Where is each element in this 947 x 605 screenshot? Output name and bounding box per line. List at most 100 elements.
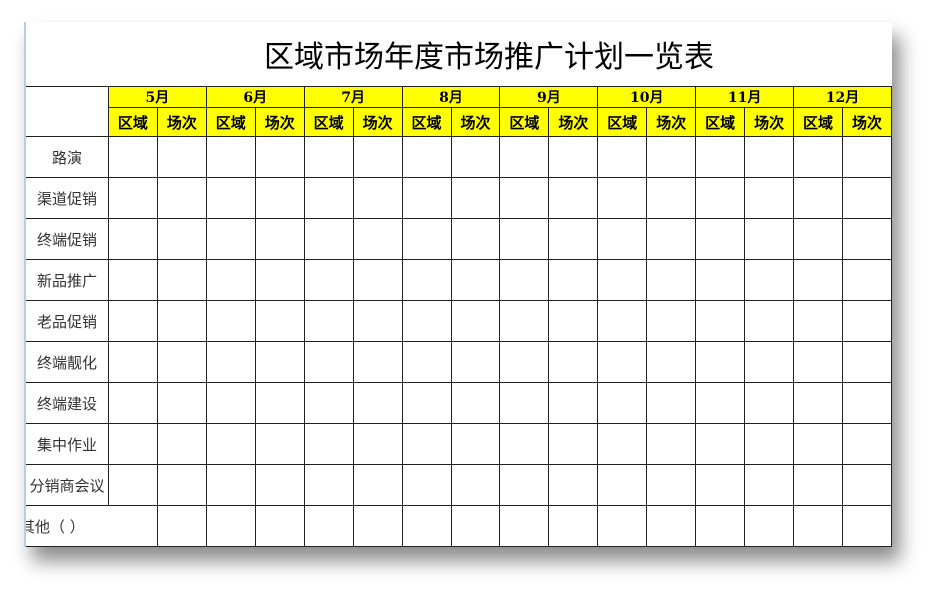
data-cell[interactable]: [842, 177, 892, 219]
data-cell[interactable]: [352, 218, 403, 260]
data-cell[interactable]: [744, 259, 795, 301]
data-cell[interactable]: [842, 136, 892, 178]
data-cell[interactable]: [254, 505, 305, 547]
data-cell[interactable]: [548, 423, 599, 465]
data-cell[interactable]: [156, 136, 207, 178]
data-cell[interactable]: [597, 300, 648, 342]
data-cell[interactable]: [646, 177, 697, 219]
sub-header-count[interactable]: 场次: [744, 107, 795, 137]
data-cell[interactable]: [205, 136, 256, 178]
data-cell[interactable]: [107, 259, 158, 301]
data-cell[interactable]: [499, 300, 550, 342]
sub-header-region[interactable]: 区域: [107, 107, 158, 137]
data-cell[interactable]: [842, 423, 892, 465]
data-cell[interactable]: [401, 177, 452, 219]
data-cell[interactable]: [254, 259, 305, 301]
data-cell[interactable]: [107, 177, 158, 219]
data-cell[interactable]: [107, 464, 158, 506]
data-cell[interactable]: [352, 341, 403, 383]
data-cell[interactable]: [744, 136, 795, 178]
data-cell[interactable]: [597, 177, 648, 219]
data-cell[interactable]: [254, 341, 305, 383]
data-cell[interactable]: [107, 218, 158, 260]
data-cell[interactable]: [205, 177, 256, 219]
data-cell[interactable]: [744, 423, 795, 465]
data-cell[interactable]: [401, 300, 452, 342]
data-cell[interactable]: [156, 382, 207, 424]
data-cell[interactable]: [450, 300, 501, 342]
row-label[interactable]: 老品促销: [26, 300, 109, 342]
data-cell[interactable]: [548, 464, 599, 506]
data-cell[interactable]: [499, 423, 550, 465]
data-cell[interactable]: [548, 136, 599, 178]
data-cell[interactable]: [499, 136, 550, 178]
data-cell[interactable]: [254, 218, 305, 260]
month-header[interactable]: 11月: [695, 86, 795, 108]
sub-header-count[interactable]: 场次: [254, 107, 305, 137]
sub-header-region[interactable]: 区域: [793, 107, 844, 137]
data-cell[interactable]: [744, 382, 795, 424]
data-cell[interactable]: [401, 259, 452, 301]
data-cell[interactable]: [205, 464, 256, 506]
sub-header-region[interactable]: 区域: [695, 107, 746, 137]
data-cell[interactable]: [744, 341, 795, 383]
data-cell[interactable]: [107, 136, 158, 178]
data-cell[interactable]: [646, 341, 697, 383]
row-label[interactable]: 终端建设: [26, 382, 109, 424]
data-cell[interactable]: [744, 464, 795, 506]
data-cell[interactable]: [352, 382, 403, 424]
data-cell[interactable]: [352, 136, 403, 178]
row-label[interactable]: 新品推广: [26, 259, 109, 301]
data-cell[interactable]: [793, 464, 844, 506]
data-cell[interactable]: [695, 505, 746, 547]
data-cell[interactable]: [303, 341, 354, 383]
sub-header-count[interactable]: 场次: [352, 107, 403, 137]
data-cell[interactable]: [597, 382, 648, 424]
data-cell[interactable]: [646, 464, 697, 506]
data-cell[interactable]: [401, 341, 452, 383]
month-header[interactable]: 6月: [205, 86, 305, 108]
data-cell[interactable]: [695, 464, 746, 506]
data-cell[interactable]: [842, 505, 892, 547]
data-cell[interactable]: [499, 177, 550, 219]
data-cell[interactable]: [548, 382, 599, 424]
data-cell[interactable]: [450, 505, 501, 547]
data-cell[interactable]: [450, 136, 501, 178]
row-label[interactable]: 终端促销: [26, 218, 109, 260]
data-cell[interactable]: [842, 464, 892, 506]
data-cell[interactable]: [548, 300, 599, 342]
sub-header-region[interactable]: 区域: [401, 107, 452, 137]
sub-header-count[interactable]: 场次: [156, 107, 207, 137]
data-cell[interactable]: [450, 341, 501, 383]
data-cell[interactable]: [156, 300, 207, 342]
data-cell[interactable]: [156, 464, 207, 506]
data-cell[interactable]: [450, 423, 501, 465]
data-cell[interactable]: [793, 218, 844, 260]
data-cell[interactable]: [303, 423, 354, 465]
data-cell[interactable]: [303, 177, 354, 219]
data-cell[interactable]: [597, 505, 648, 547]
row-label[interactable]: 路演: [26, 136, 109, 178]
data-cell[interactable]: [156, 218, 207, 260]
data-cell[interactable]: [842, 259, 892, 301]
sub-header-region[interactable]: 区域: [205, 107, 256, 137]
corner-cell[interactable]: [26, 86, 109, 137]
data-cell[interactable]: [793, 177, 844, 219]
data-cell[interactable]: [450, 464, 501, 506]
data-cell[interactable]: [646, 423, 697, 465]
sub-header-count[interactable]: 场次: [646, 107, 697, 137]
row-label[interactable]: 集中作业: [26, 423, 109, 465]
data-cell[interactable]: [205, 505, 256, 547]
data-cell[interactable]: [401, 505, 452, 547]
data-cell[interactable]: [597, 136, 648, 178]
data-cell[interactable]: [205, 300, 256, 342]
data-cell[interactable]: [254, 177, 305, 219]
sub-header-region[interactable]: 区域: [499, 107, 550, 137]
data-cell[interactable]: [499, 218, 550, 260]
data-cell[interactable]: [793, 341, 844, 383]
data-cell[interactable]: [352, 464, 403, 506]
data-cell[interactable]: [548, 341, 599, 383]
data-cell[interactable]: [303, 505, 354, 547]
data-cell[interactable]: [254, 464, 305, 506]
data-cell[interactable]: [548, 259, 599, 301]
